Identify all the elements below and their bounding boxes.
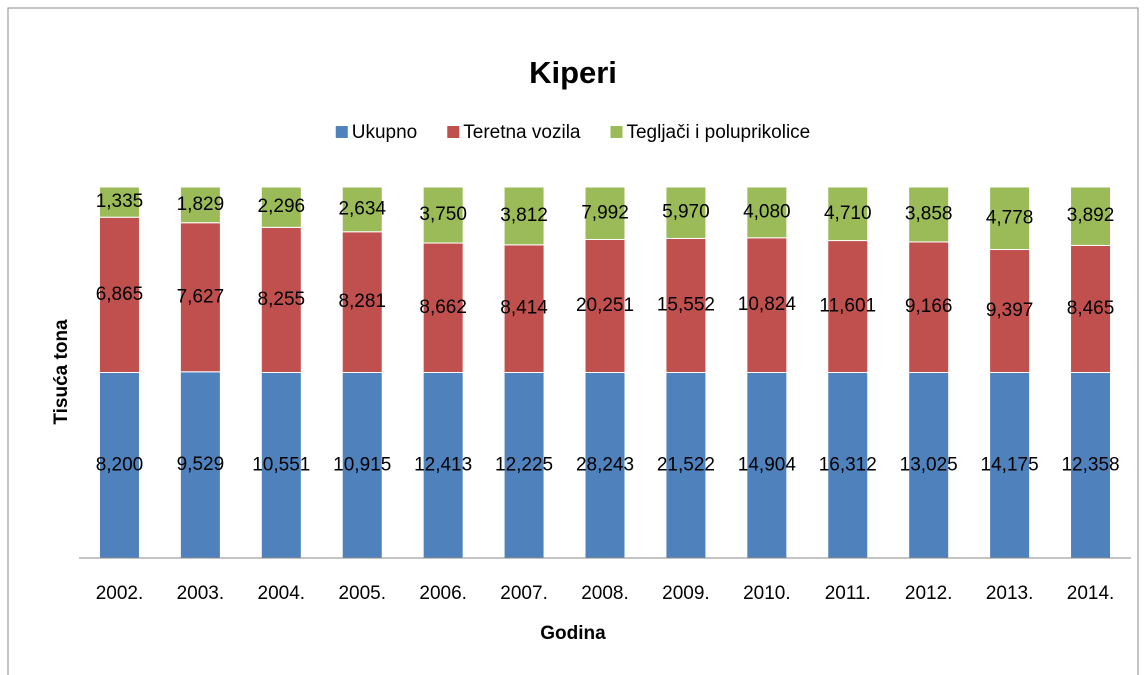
bar-segment <box>989 186 1031 251</box>
data-label: 4,710 <box>824 203 872 224</box>
data-label: 20,251 <box>576 295 634 316</box>
x-tick-label: 2011. <box>825 583 871 604</box>
data-label: 14,904 <box>738 454 797 475</box>
x-tick-label: 2012. <box>905 583 953 604</box>
x-tick-label: 2002. <box>96 583 144 604</box>
legend-swatch <box>610 126 623 138</box>
bar-segment <box>1070 371 1112 559</box>
bar-segment <box>260 226 302 373</box>
bar-segment <box>827 186 869 242</box>
data-label: 11,601 <box>819 296 876 317</box>
data-label: 10,915 <box>333 454 391 475</box>
data-label: 13,025 <box>900 454 958 475</box>
bar-segment <box>584 238 626 373</box>
data-label: 9,397 <box>986 300 1034 321</box>
bar-segment <box>503 244 545 374</box>
data-label: 8,465 <box>1067 298 1115 319</box>
x-tick-label: 2005. <box>338 583 386 604</box>
data-label: 9,166 <box>905 296 953 317</box>
bar-segment <box>179 222 221 373</box>
data-label: 7,627 <box>177 286 225 307</box>
data-label: 8,281 <box>338 291 386 312</box>
data-label: 10,824 <box>738 294 797 315</box>
data-label: 7,992 <box>581 202 629 223</box>
bar-segment <box>908 186 950 243</box>
x-tick-label: 2009. <box>662 583 710 604</box>
data-label: 1,335 <box>96 191 144 212</box>
y-axis-label: Tisuća tona <box>51 319 72 425</box>
x-axis-label: Godina <box>540 623 606 644</box>
data-label: 2,296 <box>258 196 306 217</box>
data-label: 21,522 <box>657 454 715 475</box>
bar-segment <box>584 372 626 559</box>
legend-swatch <box>447 126 460 138</box>
data-label: 4,080 <box>743 201 791 222</box>
bar-segment <box>503 186 545 246</box>
x-tick-label: 2013. <box>986 583 1034 604</box>
bar-segment <box>908 241 950 373</box>
data-label: 12,413 <box>414 454 472 475</box>
data-label: 1,829 <box>177 194 225 215</box>
bar-segment <box>665 186 707 239</box>
bar-segment <box>341 372 383 559</box>
data-label: 28,243 <box>576 454 634 475</box>
bar-segment <box>98 186 140 218</box>
bar-segment <box>665 237 707 373</box>
chart-frame <box>7 7 1139 675</box>
bar-segment <box>503 372 545 559</box>
bar-segment <box>746 186 788 239</box>
bar-segment <box>584 186 626 240</box>
x-tick-label: 2010. <box>743 583 791 604</box>
bar-segment <box>341 186 383 233</box>
data-label: 2,634 <box>338 198 386 219</box>
data-label: 12,225 <box>495 454 553 475</box>
data-label: 15,552 <box>657 294 715 315</box>
x-tick-label: 2003. <box>177 583 225 604</box>
x-tick-label: 2014. <box>1067 583 1115 604</box>
data-label: 3,812 <box>500 205 548 226</box>
bar-segment <box>179 371 221 559</box>
data-label: 5,970 <box>662 202 710 223</box>
data-label: 10,551 <box>252 454 310 475</box>
bar-segment <box>1070 244 1112 373</box>
bar-segment <box>827 240 869 373</box>
legend-label: Ukupno <box>352 122 418 143</box>
bar-segment <box>746 237 788 373</box>
data-label: 12,358 <box>1061 454 1119 475</box>
bar-segment <box>1070 186 1112 246</box>
legend-swatch <box>335 126 348 138</box>
bar-segment <box>98 372 140 559</box>
data-label: 3,858 <box>905 203 953 224</box>
bar-segment <box>989 249 1031 373</box>
data-label: 8,200 <box>96 454 144 475</box>
x-tick-label: 2007. <box>500 583 548 604</box>
data-label: 4,778 <box>986 207 1034 228</box>
data-label: 8,414 <box>500 298 548 319</box>
x-tick-label: 2008. <box>581 583 629 604</box>
data-label: 3,892 <box>1067 205 1115 226</box>
x-tick-label: 2004. <box>258 583 306 604</box>
data-label: 3,750 <box>419 204 467 225</box>
x-tick-label: 2006. <box>419 583 467 604</box>
legend-label: Teretna vozila <box>463 122 581 143</box>
bar-segment <box>422 186 464 244</box>
bar-segment <box>746 372 788 559</box>
data-label: 8,662 <box>419 297 467 318</box>
chart-title: Kiperi <box>529 55 617 90</box>
bar-segment <box>260 186 302 228</box>
data-label: 16,312 <box>819 454 877 475</box>
data-label: 8,255 <box>258 289 306 310</box>
bar-segment <box>98 216 140 373</box>
data-label: 9,529 <box>177 454 225 475</box>
data-label: 6,865 <box>96 284 144 305</box>
bar-segment <box>827 371 869 559</box>
bar-segment <box>179 186 221 224</box>
bar-segment <box>341 231 383 373</box>
legend-label: Tegljači i poluprikolice <box>626 122 810 143</box>
data-label: 14,175 <box>981 454 1039 475</box>
